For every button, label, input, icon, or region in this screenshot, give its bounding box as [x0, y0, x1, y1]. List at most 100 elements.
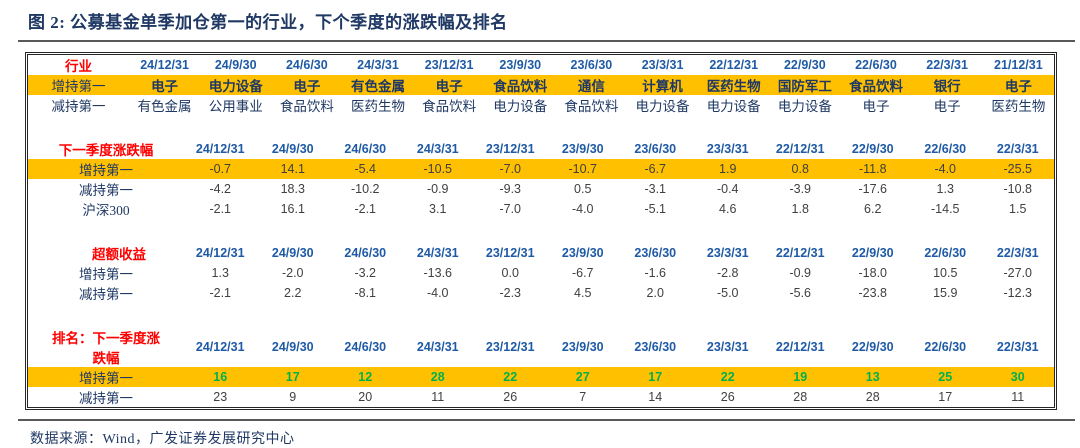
row-label: 减持第一 [79, 391, 133, 406]
date-header: 24/6/30 [344, 246, 387, 260]
date-header: 23/9/30 [561, 340, 604, 354]
date-header: 24/9/30 [271, 246, 314, 260]
date-header: 24/12/31 [195, 246, 245, 260]
date-header: 22/3/31 [996, 246, 1039, 260]
value-cell: 1.8 [791, 202, 809, 216]
value-cell: 1.3 [211, 266, 229, 280]
value-cell: 电子 [271, 75, 343, 95]
value-cell: 电子 [129, 75, 201, 95]
value-cell: 26 [503, 390, 518, 404]
date-header: 24/9/30 [271, 142, 314, 156]
date-header: 24/12/31 [195, 142, 245, 156]
value-cell: 电子 [862, 99, 890, 114]
value-cell: 食品饮料 [840, 75, 912, 95]
value-cell: 1.3 [936, 182, 954, 196]
date-header: 24/12/31 [140, 58, 189, 72]
value-cell: -23.8 [858, 286, 888, 300]
value-cell: 14.1 [256, 159, 329, 179]
value-cell: -6.7 [619, 159, 692, 179]
value-cell: 电力设备 [493, 99, 548, 114]
value-cell: -3.2 [354, 266, 377, 280]
value-cell: -13.6 [423, 266, 453, 280]
value-cell: -8.1 [354, 286, 377, 300]
value-cell: -18.0 [858, 266, 888, 280]
section-gap [28, 219, 1054, 243]
value-cell: 1.9 [691, 159, 764, 179]
section-excess-return: 超额收益 24/12/31 24/9/30 24/6/30 24/3/31 23/12/3… [28, 243, 1054, 303]
section-label-line1: 排名：下一季度涨 [52, 331, 160, 346]
value-cell: 23 [213, 390, 228, 404]
section-label: 行业 [65, 59, 92, 74]
value-cell: 16.1 [280, 202, 305, 216]
value-cell: 26 [720, 390, 735, 404]
figure-title: 图 2: 公募基金单季加仓第一的行业，下个季度的涨跌幅及排名 [28, 13, 508, 32]
section-header-row: 超额收益 24/12/31 24/9/30 24/6/30 24/3/31 23/12/3… [28, 243, 1054, 263]
value-cell: -0.9 [789, 266, 812, 280]
value-cell: 28 [401, 367, 474, 387]
value-cell: 19 [764, 367, 837, 387]
value-cell: 11 [1011, 390, 1025, 404]
value-cell: -10.8 [1003, 182, 1033, 196]
value-cell: 17 [256, 367, 329, 387]
row-label: 减持第一 [79, 287, 133, 302]
footer-divider [18, 419, 1075, 421]
date-header: 24/3/31 [357, 58, 399, 72]
section-rank-next-quarter-change: 排名：下一季度涨 跌幅 24/12/31 24/9/30 24/6/30 24/3/31 2… [28, 327, 1054, 407]
value-cell: 25 [909, 367, 982, 387]
date-header: 24/9/30 [271, 340, 314, 354]
value-cell: 医药生物 [991, 99, 1046, 114]
value-cell: -5.6 [789, 286, 812, 300]
date-header: 23/6/30 [570, 58, 613, 72]
value-cell: 食品饮料 [564, 99, 619, 114]
date-header: 23/3/31 [706, 340, 749, 354]
value-cell: 22 [474, 367, 547, 387]
value-cell: 14 [648, 390, 663, 404]
date-header: 24/9/30 [214, 58, 257, 72]
value-cell: 28 [865, 390, 880, 404]
value-cell: 4.6 [719, 202, 737, 216]
value-cell: 电力设备 [200, 75, 272, 95]
row-label: 增持第一 [79, 267, 133, 282]
table-row: 增持第一 -0.7 14.1 -5.4 -10.5 -7.0 -10.7 -6.7 1.9 0.8… [28, 159, 1054, 179]
value-cell: -7.0 [499, 202, 522, 216]
section-label: 超额收益 [92, 247, 146, 262]
value-cell: -6.7 [571, 266, 594, 280]
date-header: 24/6/30 [344, 142, 387, 156]
value-cell: 国防军工 [769, 75, 841, 95]
value-cell: -25.5 [981, 159, 1054, 179]
date-header: 22/12/31 [709, 58, 759, 72]
value-cell: 18.3 [280, 182, 305, 196]
title-divider [18, 40, 1075, 42]
row-label: 减持第一 [51, 99, 106, 114]
value-cell: -10.5 [401, 159, 474, 179]
date-header: 22/12/31 [775, 142, 825, 156]
value-cell: 通信 [555, 75, 627, 95]
value-cell: -10.7 [546, 159, 619, 179]
value-cell: -3.1 [644, 182, 667, 196]
value-cell: -4.0 [909, 159, 982, 179]
value-cell: -11.8 [836, 159, 909, 179]
date-header: 22/9/30 [851, 142, 894, 156]
value-cell: 计算机 [626, 75, 699, 95]
value-cell: 0.5 [574, 182, 592, 196]
value-cell: 17 [938, 390, 953, 404]
date-header: 23/9/30 [561, 142, 604, 156]
date-header: 24/3/31 [416, 142, 459, 156]
value-cell: -12.3 [1003, 286, 1033, 300]
value-cell: -5.4 [329, 159, 402, 179]
date-header: 21/12/31 [994, 58, 1043, 72]
date-header: 22/9/30 [851, 340, 894, 354]
row-label: 增持第一 [28, 75, 129, 95]
value-cell: 2.0 [646, 286, 664, 300]
date-header: 22/9/30 [851, 246, 894, 260]
value-cell: -4.0 [426, 286, 449, 300]
value-cell: 电力设备 [777, 99, 832, 114]
date-header: 24/3/31 [416, 246, 459, 260]
value-cell: 电子 [982, 75, 1054, 95]
value-cell: 1.5 [1009, 202, 1027, 216]
value-cell: 13 [836, 367, 909, 387]
value-cell: 17 [619, 367, 692, 387]
value-cell: -0.9 [426, 182, 449, 196]
table-row: 增持第一 16 17 12 28 22 27 17 22 19 13 25 30 [28, 367, 1054, 387]
table-row: 减持第一 23 9 20 11 26 7 14 26 28 28 17 11 [28, 387, 1054, 407]
